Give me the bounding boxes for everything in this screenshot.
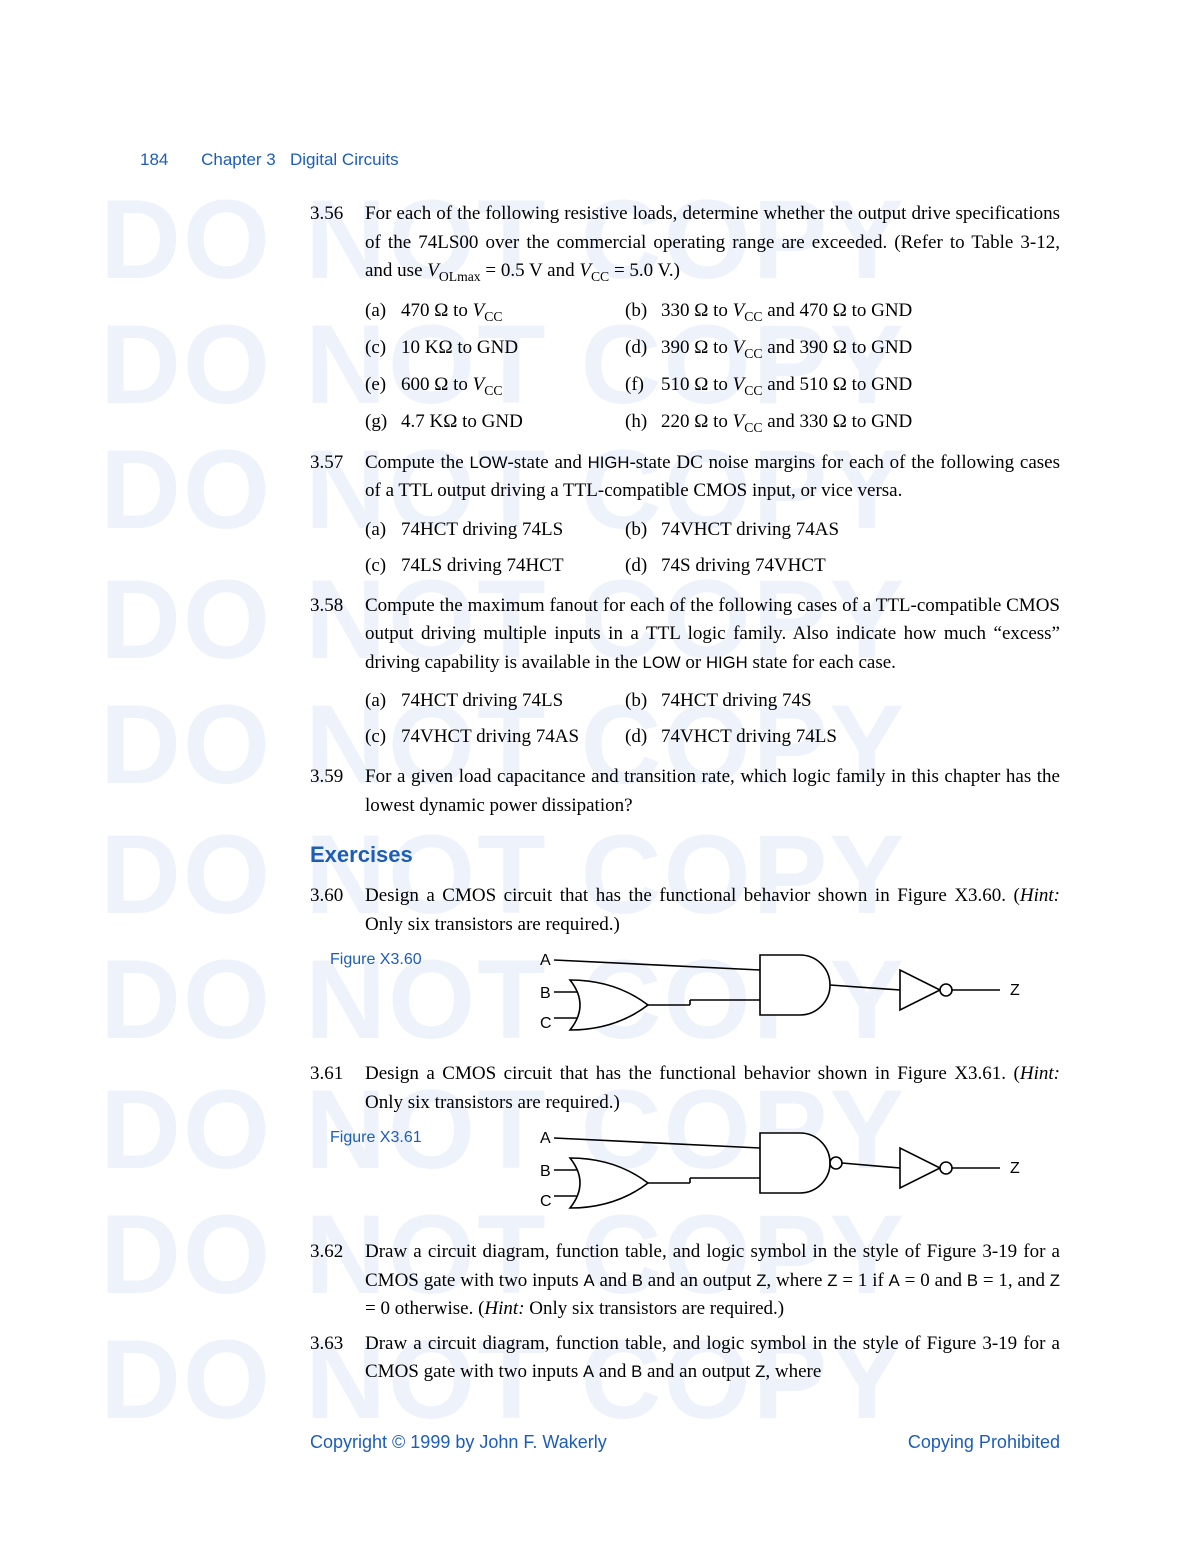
option-cell: (h)220 Ω to VCC and 330 Ω to GND [625,404,1060,441]
svg-text:A: A [540,1130,551,1147]
option-row: (a)74HCT driving 74LS (b)74VHCT driving … [365,512,1060,548]
option-cell: (c)74VHCT driving 74AS [365,719,625,755]
option-cell: (c)74LS driving 74HCT [365,548,625,584]
problem-number: 3.56 [310,200,365,287]
problem-number: 3.59 [310,763,365,820]
svg-text:B: B [540,1163,551,1180]
option-cell: (f)510 Ω to VCC and 510 Ω to GND [625,367,1060,404]
svg-text:B: B [540,985,551,1002]
option-grid: (a)74HCT driving 74LS (b)74VHCT driving … [365,512,1060,584]
problem-text: For a given load capacitance and transit… [365,763,1060,820]
page-footer: Copyright © 1999 by John F. Wakerly Copy… [0,1432,1200,1453]
option-grid: (a)74HCT driving 74LS (b)74HCT driving 7… [365,683,1060,755]
svg-text:C: C [540,1193,552,1210]
problem: 3.61 Design a CMOS circuit that has the … [310,1060,1060,1117]
problem: 3.62 Draw a circuit diagram, function ta… [310,1238,1060,1324]
figure-svg: A B C Z [510,945,1060,1050]
option-cell: (b)330 Ω to VCC and 470 Ω to GND [625,293,1060,330]
copyright-text: Copyright © 1999 by John F. Wakerly [310,1432,607,1453]
option-cell: (a)470 Ω to VCC [365,293,625,330]
problem-number: 3.61 [310,1060,365,1117]
option-row: (c)10 KΩ to GND (d)390 Ω to VCC and 390 … [365,330,1060,367]
option-cell: (b)74VHCT driving 74AS [625,512,1060,548]
running-head: 184 Chapter 3 Digital Circuits [140,150,1060,170]
problem-text: Design a CMOS circuit that has the funct… [365,1060,1060,1117]
chapter-label: Chapter 3 [201,150,276,169]
page-number: 184 [140,150,168,169]
figure-block: Figure X3.60 A B C Z [330,945,1060,1050]
option-cell: (b)74HCT driving 74S [625,683,1060,719]
option-cell: (d)390 Ω to VCC and 390 Ω to GND [625,330,1060,367]
svg-text:Z: Z [1010,982,1020,999]
problem-number: 3.63 [310,1330,365,1387]
figure-label: Figure X3.60 [330,945,510,969]
problem-text: Draw a circuit diagram, function table, … [365,1330,1060,1387]
problem: 3.59 For a given load capacitance and tr… [310,763,1060,820]
option-cell: (c)10 KΩ to GND [365,330,625,367]
option-row: (e)600 Ω to VCC (f)510 Ω to VCC and 510 … [365,367,1060,404]
section-heading: Exercises [310,842,1060,868]
option-cell: (e)600 Ω to VCC [365,367,625,404]
option-row: (c)74VHCT driving 74AS (d)74VHCT driving… [365,719,1060,755]
svg-text:Z: Z [1010,1160,1020,1177]
problem-text: Compute the LOW-state and HIGH-state DC … [365,449,1060,506]
option-cell: (d)74VHCT driving 74LS [625,719,1060,755]
option-row: (a)74HCT driving 74LS (b)74HCT driving 7… [365,683,1060,719]
problem-text: Draw a circuit diagram, function table, … [365,1238,1060,1324]
problem: 3.60 Design a CMOS circuit that has the … [310,882,1060,939]
figure-svg: A B C Z [510,1123,1060,1228]
svg-text:A: A [540,952,551,969]
problem: 3.63 Draw a circuit diagram, function ta… [310,1330,1060,1387]
option-row: (c)74LS driving 74HCT (d)74S driving 74V… [365,548,1060,584]
option-row: (a)470 Ω to VCC (b)330 Ω to VCC and 470 … [365,293,1060,330]
option-cell: (d)74S driving 74VHCT [625,548,1060,584]
problem-text: Compute the maximum fanout for each of t… [365,592,1060,678]
option-cell: (g)4.7 KΩ to GND [365,404,625,441]
problem: 3.56 For each of the following resistive… [310,200,1060,287]
option-cell: (a)74HCT driving 74LS [365,512,625,548]
option-grid: (a)470 Ω to VCC (b)330 Ω to VCC and 470 … [365,293,1060,440]
problem-number: 3.58 [310,592,365,678]
problem-number: 3.60 [310,882,365,939]
option-row: (g)4.7 KΩ to GND (h)220 Ω to VCC and 330… [365,404,1060,441]
chapter-title: Digital Circuits [290,150,399,169]
figure-block: Figure X3.61 A B C Z [330,1123,1060,1228]
problem: 3.58 Compute the maximum fanout for each… [310,592,1060,678]
copying-prohibited-text: Copying Prohibited [908,1432,1060,1453]
problem-text: Design a CMOS circuit that has the funct… [365,882,1060,939]
page-content: 184 Chapter 3 Digital Circuits 3.56 For … [0,0,1200,1387]
problem-number: 3.57 [310,449,365,506]
problem: 3.57 Compute the LOW-state and HIGH-stat… [310,449,1060,506]
svg-text:C: C [540,1015,552,1032]
problem-text: For each of the following resistive load… [365,200,1060,287]
option-cell: (a)74HCT driving 74LS [365,683,625,719]
problem-number: 3.62 [310,1238,365,1324]
figure-label: Figure X3.61 [330,1123,510,1147]
